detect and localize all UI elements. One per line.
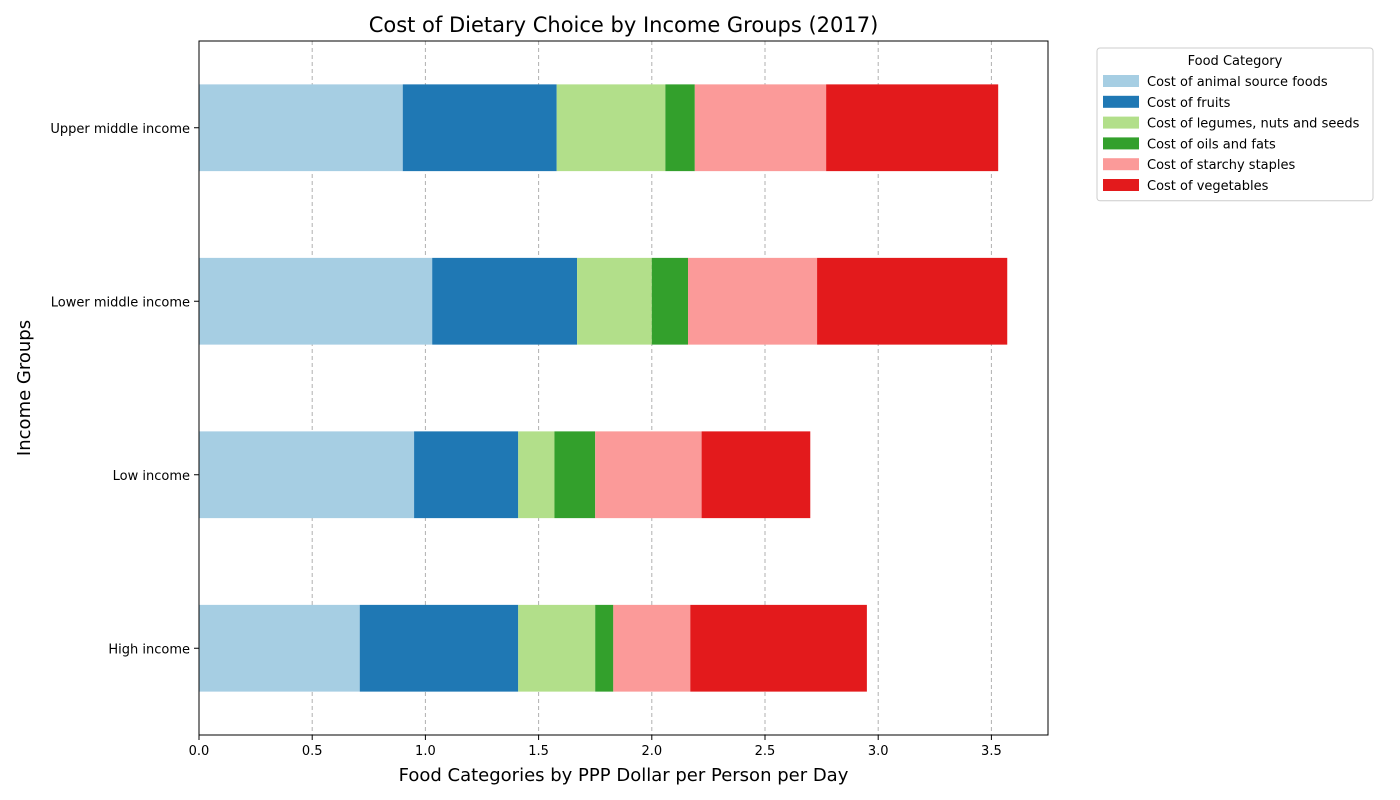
y-tick-label: Low income <box>113 469 190 484</box>
x-tick-label: 0.0 <box>189 744 210 759</box>
y-axis-ticks: High income Low income Lower middle income… <box>50 122 199 657</box>
bar-segment <box>402 84 557 172</box>
bar-segment <box>826 84 999 172</box>
bar-segment <box>414 431 519 519</box>
bar-segment <box>701 431 811 519</box>
y-tick-label: Lower middle income <box>51 295 190 310</box>
y-tick-label: Upper middle income <box>50 122 190 137</box>
bar-segment <box>518 431 555 519</box>
legend-swatch <box>1103 95 1139 108</box>
legend-label: Cost of legumes, nuts and seeds <box>1147 117 1360 132</box>
bar-segment <box>688 257 818 345</box>
bars <box>199 84 1008 692</box>
bar-segment <box>613 604 691 692</box>
x-tick-label: 1.0 <box>415 744 436 759</box>
bar-segment <box>554 431 596 519</box>
x-axis-title: Food Categories by PPP Dollar per Person… <box>399 765 849 786</box>
bar-segment <box>690 604 867 692</box>
legend-swatch <box>1103 158 1139 171</box>
y-tick-label: High income <box>108 642 190 657</box>
bar-segment <box>817 257 1008 345</box>
x-tick-label: 2.5 <box>755 744 776 759</box>
legend-swatch <box>1103 137 1139 150</box>
bar-segment <box>199 84 403 172</box>
chart-title: Cost of Dietary Choice by Income Groups … <box>369 13 879 37</box>
bar-segment <box>595 604 614 692</box>
legend-label: Cost of animal source foods <box>1147 75 1328 90</box>
legend-label: Cost of starchy staples <box>1147 158 1296 173</box>
legend-label: Cost of vegetables <box>1147 179 1269 194</box>
x-tick-label: 0.5 <box>302 744 323 759</box>
plot-frame <box>198 40 1049 736</box>
legend-label: Cost of oils and fats <box>1147 137 1276 152</box>
bar-segment <box>199 604 360 692</box>
legend-items: Cost of animal source foods Cost of fruit… <box>1103 75 1360 194</box>
bar-segment <box>651 257 689 345</box>
legend-swatch <box>1103 75 1139 87</box>
bar-segment <box>432 257 578 345</box>
x-tick-label: 2.0 <box>641 744 662 759</box>
bar-segment <box>665 84 695 172</box>
x-tick-label: 1.5 <box>528 744 549 759</box>
legend: Food Category Cost of animal source food… <box>1096 47 1374 202</box>
x-axis-ticks: 0.0 0.5 1.0 1.5 2.0 2.5 3.0 3.5 <box>189 735 1002 759</box>
bar-segment <box>518 604 596 692</box>
x-tick-label: 3.5 <box>981 744 1002 759</box>
bar-segment <box>595 431 702 519</box>
x-tick-label: 3.0 <box>868 744 889 759</box>
legend-box <box>1096 47 1374 202</box>
legend-swatch <box>1103 116 1139 129</box>
bar-segment <box>556 84 666 172</box>
bar-segment <box>199 431 415 519</box>
bar-segment <box>199 257 433 345</box>
bar-segment <box>694 84 827 172</box>
legend-title: Food Category <box>1188 54 1283 69</box>
bar-segment <box>577 257 652 345</box>
legend-label: Cost of fruits <box>1147 96 1231 111</box>
legend-swatch <box>1103 179 1139 191</box>
y-axis-title: Income Groups <box>14 320 35 456</box>
bar-segment <box>359 604 519 692</box>
